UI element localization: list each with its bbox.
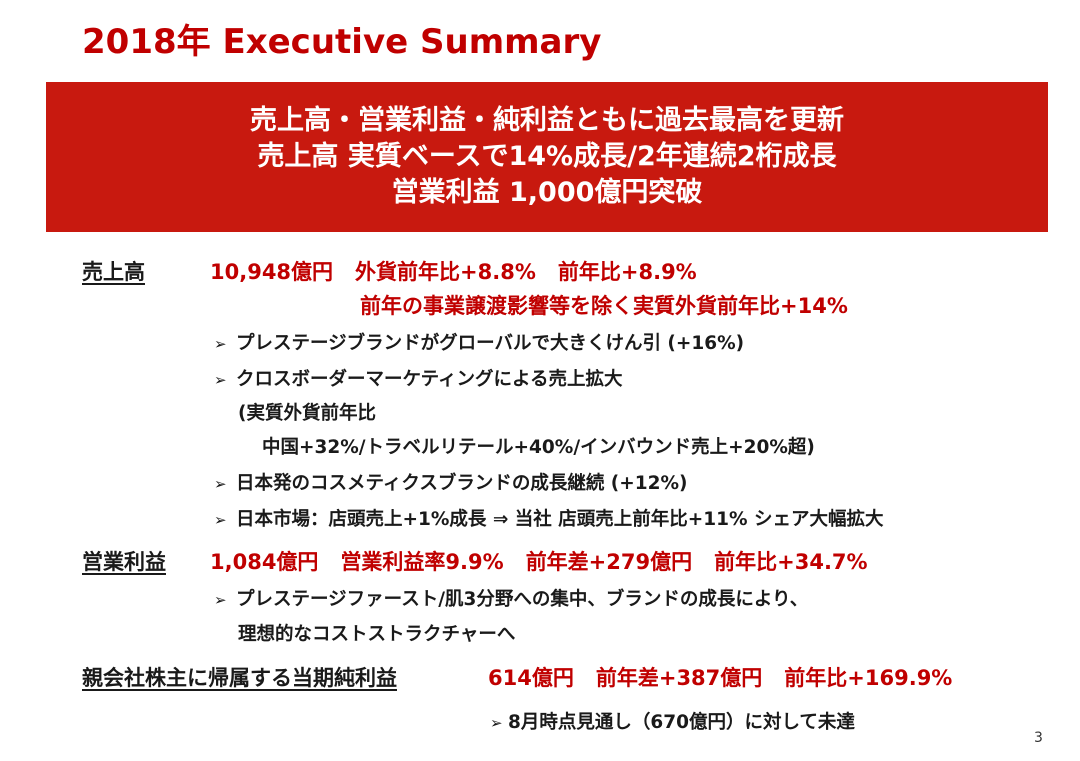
sales-real-growth: 前年の事業譲渡影響等を除く実質外貨前年比+14%: [360, 290, 848, 320]
operating-profit-margin: 営業利益率9.9%: [340, 550, 504, 574]
banner-line-2: 売上高 実質ベースで14%成長/2年連続2桁成長: [257, 141, 837, 172]
sales-bullet-text: 日本発のコスメティクスブランドの成長継続 (+12%): [236, 473, 688, 494]
sales-bullet-text: プレステージブランドがグローバルで大きくけん引 (+16%): [236, 333, 745, 354]
sales-bullet-text: クロスボーダーマーケティングによる売上拡大: [236, 369, 623, 390]
sales-bullet: ➢ プレステージブランドがグローバルで大きくけん引 (+16%): [214, 329, 744, 355]
net-income-row: 親会社株主に帰属する当期純利益: [82, 662, 397, 692]
sales-bullet: ➢ 日本市場：店頭売上+1%成長 ⇒ 当社 店頭売上前年比+11% シェア大幅拡大: [214, 505, 883, 531]
operating-profit-figures: 1,084億円 営業利益率9.9% 前年差+279億円 前年比+34.7%: [210, 546, 868, 576]
sales-bullet: ➢ クロスボーダーマーケティングによる売上拡大: [214, 365, 622, 391]
operating-profit-diff: 前年差+279億円: [525, 550, 693, 574]
sales-bullet: ➢ 日本発のコスメティクスブランドの成長継続 (+12%): [214, 469, 687, 495]
arrow-bullet-icon: ➢: [214, 371, 227, 389]
operating-profit-amount: 1,084億円: [210, 550, 319, 574]
sales-row: 売上高: [82, 256, 145, 286]
operating-profit-row: 営業利益: [82, 546, 166, 576]
operating-profit-bullet-text: プレステージファースト/肌3分野への集中、ブランドの成長により、: [236, 589, 809, 610]
page-number: 3: [1034, 730, 1043, 746]
operating-profit-bullet: ➢ プレステージファースト/肌3分野への集中、ブランドの成長により、: [214, 585, 808, 611]
net-income-figures: 614億円 前年差+387億円 前年比+169.9%: [488, 662, 952, 692]
net-income-note: ➢ 8月時点見通し（670億円）に対して未達: [490, 708, 855, 734]
sales-amount: 10,948億円: [210, 260, 334, 284]
sales-bullet-text: (実質外貨前年比: [238, 403, 376, 424]
net-income-label: 親会社株主に帰属する当期純利益: [82, 666, 397, 690]
operating-profit-bullet-continuation: 理想的なコストストラクチャーへ: [238, 620, 515, 646]
sales-figures: 10,948億円 外貨前年比+8.8% 前年比+8.9%: [210, 256, 697, 286]
sales-real-fx-yoy: 前年の事業譲渡影響等を除く実質外貨前年比+14%: [360, 294, 848, 318]
net-income-note-text: 8月時点見通し（670億円）に対して未達: [508, 712, 855, 733]
headline-banner: 売上高・営業利益・純利益ともに過去最高を更新 売上高 実質ベースで14%成長/2…: [46, 82, 1048, 232]
sales-bullet-text: 中国+32%/トラベルリテール+40%/インバウンド売上+20%超): [262, 437, 815, 458]
sales-yoy: 前年比+8.9%: [557, 260, 697, 284]
arrow-bullet-icon: ➢: [214, 511, 227, 529]
arrow-bullet-icon: ➢: [490, 714, 503, 732]
arrow-bullet-icon: ➢: [214, 475, 227, 493]
net-income-yoy: 前年比+169.9%: [784, 666, 953, 690]
sales-bullet-continuation: (実質外貨前年比: [238, 399, 376, 425]
operating-profit-yoy: 前年比+34.7%: [714, 550, 868, 574]
page-title: 2018年 Executive Summary: [82, 22, 602, 62]
arrow-bullet-icon: ➢: [214, 591, 227, 609]
net-income-amount: 614億円: [488, 666, 574, 690]
banner-line-3: 営業利益 1,000億円突破: [391, 177, 703, 208]
operating-profit-label: 営業利益: [82, 550, 166, 574]
sales-fx-yoy: 外貨前年比+8.8%: [355, 260, 536, 284]
sales-bullet-text: 日本市場：店頭売上+1%成長 ⇒ 当社 店頭売上前年比+11% シェア大幅拡大: [236, 509, 884, 530]
banner-line-1: 売上高・営業利益・純利益ともに過去最高を更新: [250, 105, 844, 136]
arrow-bullet-icon: ➢: [214, 335, 227, 353]
sales-bullet-continuation: 中国+32%/トラベルリテール+40%/インバウンド売上+20%超): [262, 433, 815, 459]
operating-profit-bullet-text: 理想的なコストストラクチャーへ: [238, 624, 516, 645]
net-income-diff: 前年差+387億円: [595, 666, 763, 690]
sales-label: 売上高: [82, 260, 145, 284]
